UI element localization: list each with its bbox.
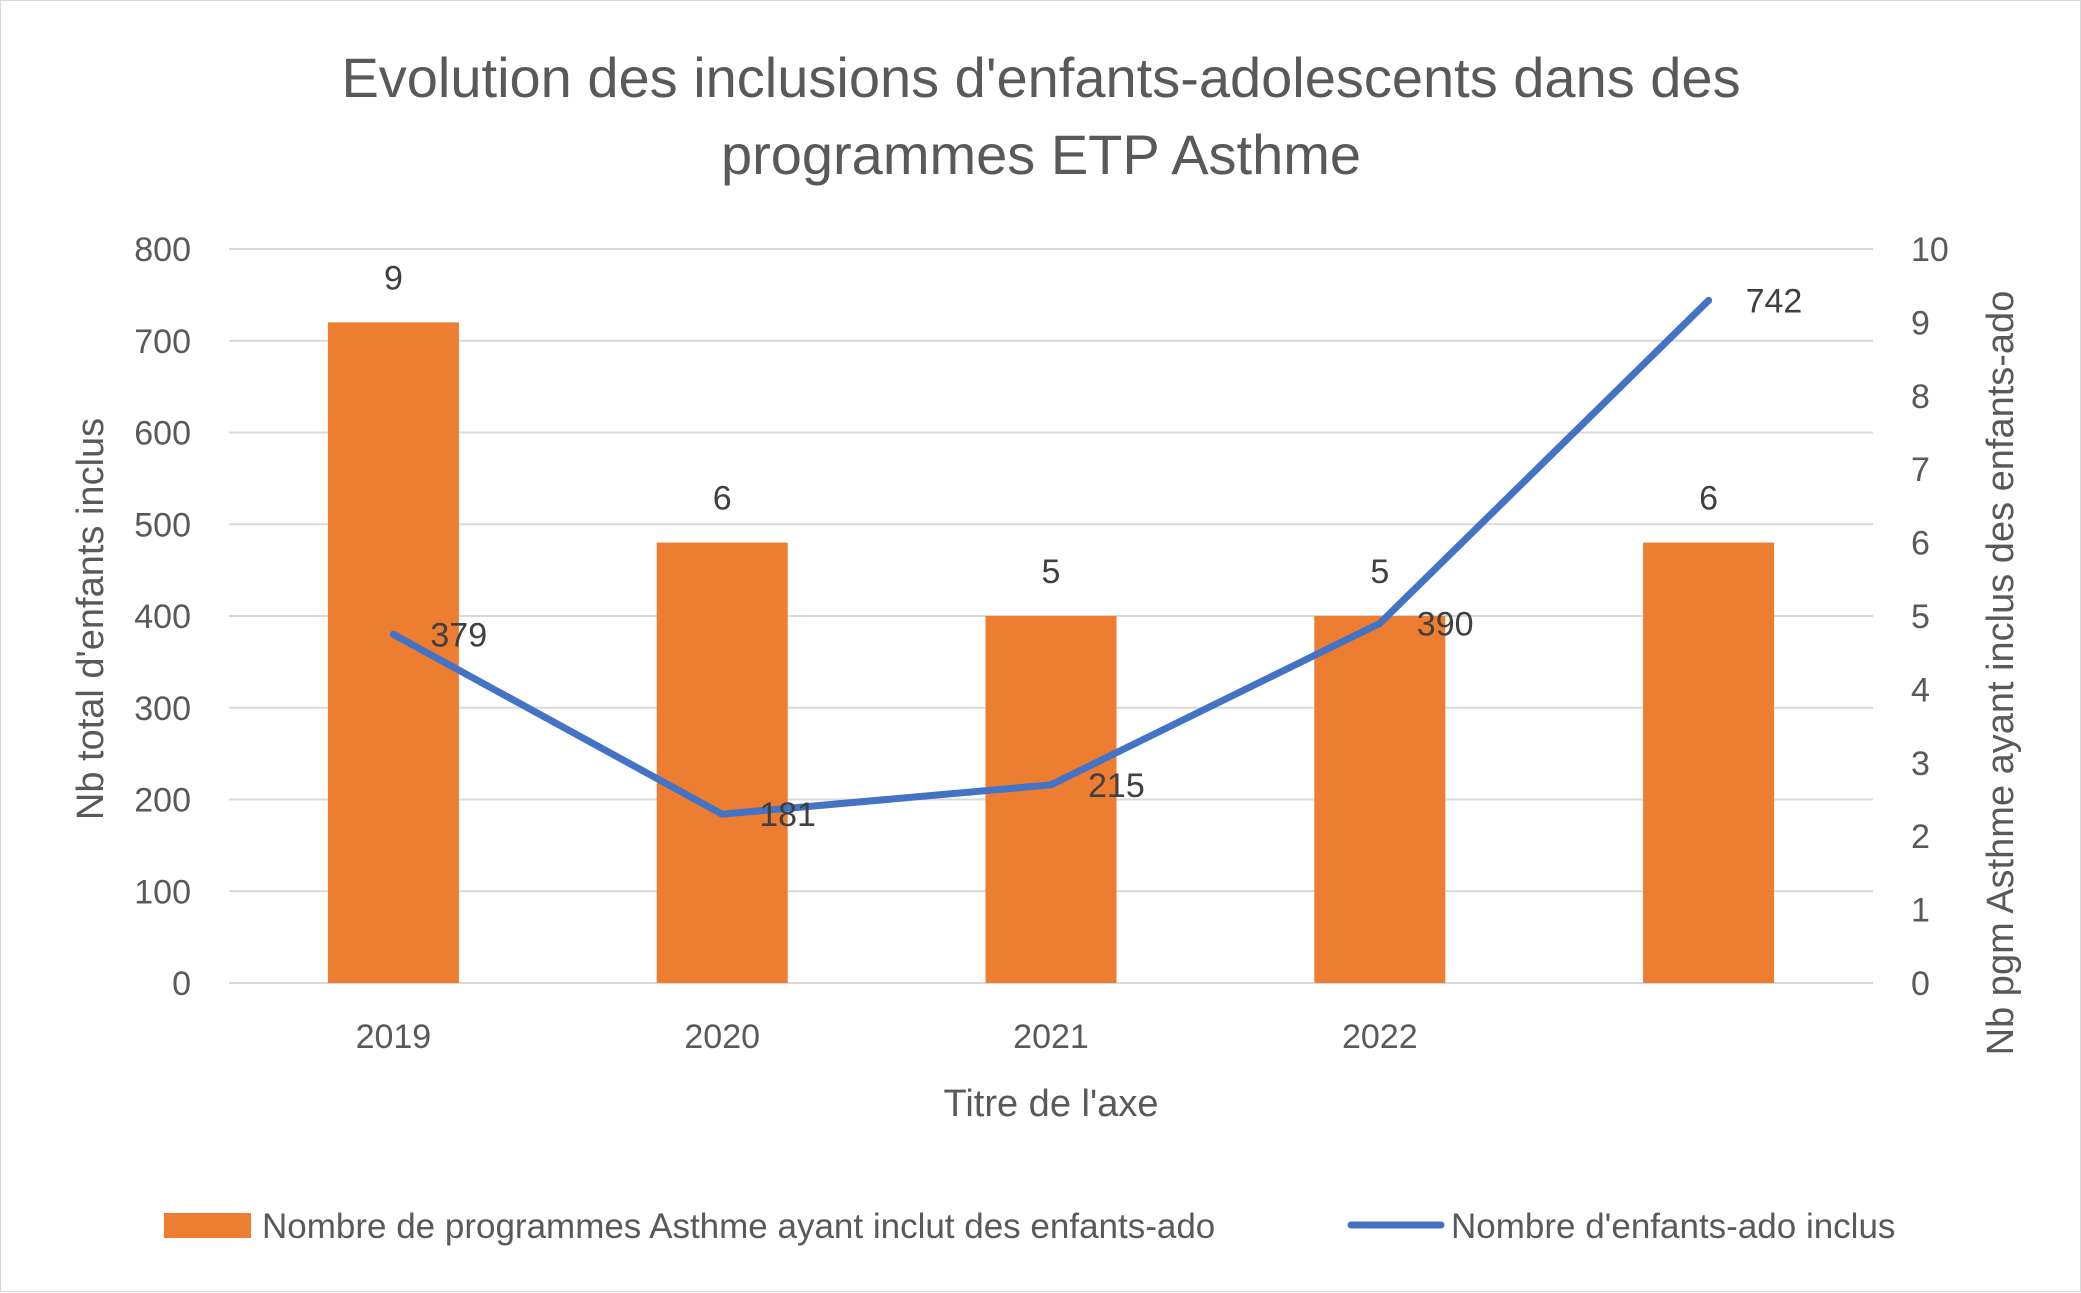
y-right-tick-label: 2 — [1911, 818, 1930, 856]
bar — [1314, 616, 1446, 983]
line-point — [1705, 296, 1713, 304]
legend-swatch-bars — [164, 1213, 251, 1238]
line-data-label: 390 — [1417, 605, 1474, 643]
x-tick-label: 2020 — [684, 1018, 760, 1056]
line-point — [1376, 619, 1384, 627]
legend-label-line: Nombre d'enfants-ado inclus — [1451, 1207, 1895, 1246]
line-data-label: 215 — [1088, 767, 1145, 805]
y-axis-left-title: Nb total d'enfants inclus — [70, 418, 112, 820]
y-right-tick-label: 0 — [1911, 965, 1930, 1003]
label-layer: 9 6 5 5 6 379 181 215 390 742 — [384, 259, 1802, 834]
legend-label-bars: Nombre de programmes Asthme ayant inclut… — [262, 1207, 1215, 1246]
x-axis-title: Titre de l'axe — [944, 1083, 1159, 1125]
y-left-tick-label: 700 — [134, 323, 191, 361]
bar-data-label: 9 — [384, 259, 403, 297]
line-layer — [389, 296, 1713, 818]
bar — [327, 322, 459, 983]
line-point — [389, 630, 397, 638]
y-right-tick-label: 3 — [1911, 745, 1930, 783]
bar-data-label: 5 — [1370, 553, 1389, 591]
y-right-tick-label: 10 — [1911, 231, 1949, 269]
bar — [1643, 542, 1775, 983]
y-left-tick-label: 500 — [134, 506, 191, 544]
y-right-tick-label: 1 — [1911, 892, 1930, 930]
line-data-label: 181 — [759, 796, 816, 834]
y-right-tick-label: 5 — [1911, 598, 1930, 636]
y-axis-right-title: Nb pgm Asthme ayant inclus des enfants-a… — [1980, 291, 2022, 1056]
y-right-tick-label: 8 — [1911, 378, 1930, 416]
y-left-tick-label: 600 — [134, 415, 191, 453]
bar — [985, 616, 1117, 983]
bar-data-label: 6 — [1699, 480, 1718, 518]
line-point — [718, 810, 726, 818]
x-tick-label: 2021 — [1013, 1018, 1089, 1056]
bar-data-label: 5 — [1042, 553, 1061, 591]
legend: Nombre de programmes Asthme ayant inclut… — [164, 1207, 1895, 1246]
y-left-tick-label: 100 — [134, 873, 191, 911]
y-right-tick-label: 7 — [1911, 451, 1930, 489]
bar-layer — [327, 322, 1775, 983]
y-right-tick-label: 6 — [1911, 525, 1930, 563]
y-left-tick-label: 800 — [134, 231, 191, 269]
line-data-label: 379 — [430, 616, 487, 654]
x-tick-label: 2022 — [1342, 1018, 1418, 1056]
x-tick-label: 2019 — [356, 1018, 432, 1056]
line-point — [1047, 781, 1055, 789]
y-left-tick-label: 0 — [172, 965, 191, 1003]
y-left-tick-label: 400 — [134, 598, 191, 636]
y-right-tick-label: 9 — [1911, 304, 1930, 342]
y-left-tick-label: 200 — [134, 782, 191, 820]
chart-title-line-2: programmes ETP Asthme — [721, 123, 1361, 186]
chart-title-line-1: Evolution des inclusions d'enfants-adole… — [341, 46, 1740, 109]
bar — [656, 542, 788, 983]
tick-layer: 0 100 200 300 400 500 600 700 800 0 1 2 3 4 5 6 7 8 9 10 201… — [134, 231, 1949, 1056]
y-left-tick-label: 300 — [134, 690, 191, 728]
y-right-tick-label: 4 — [1911, 671, 1930, 709]
bar-data-label: 6 — [713, 480, 732, 518]
line-data-label: 742 — [1746, 282, 1803, 320]
